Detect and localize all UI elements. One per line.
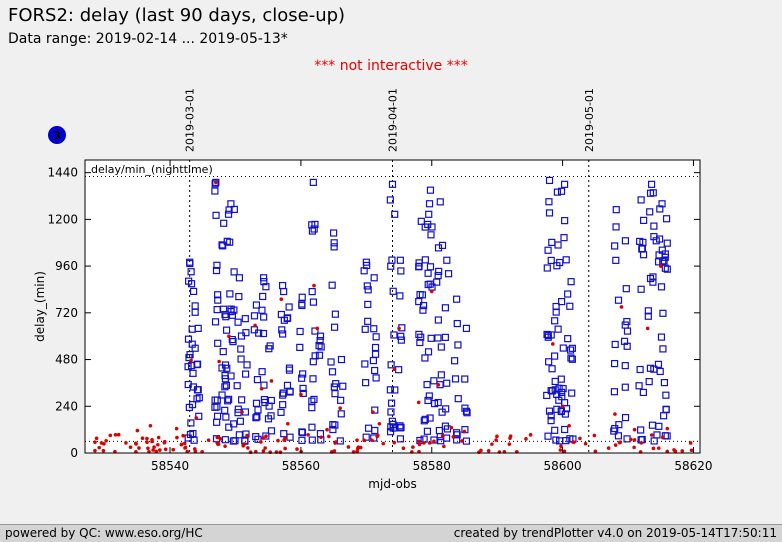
plot-number: 3 [53, 129, 61, 142]
x-tick-label: 58560 [282, 459, 320, 473]
footer-created-by: created by trendPlotter v4.0 on 2019-05-… [453, 526, 777, 540]
y-tick-label: 240 [55, 399, 78, 413]
blue-squares-series [184, 176, 671, 445]
month-label: 2019-05-01 [583, 88, 596, 152]
y-tick-label: 720 [55, 306, 78, 320]
page-title: FORS2: delay (last 90 days, close-up) [8, 5, 346, 26]
footer-bar: powered by QC: www.eso.org/HC created by… [0, 524, 782, 542]
y-tick-label: 1200 [47, 212, 78, 226]
y-tick-label: 480 [55, 353, 78, 367]
x-tick-label: 58620 [674, 459, 712, 473]
y-axis-title: delay_(min) [33, 271, 47, 342]
month-label: 2019-03-01 [184, 88, 197, 152]
x-axis-title: mjd-obs [368, 477, 416, 491]
y-tick-label: 1440 [47, 166, 78, 180]
not-interactive-note: *** not interactive *** [314, 58, 468, 74]
chart-svg: 2019-03-01 2019-04-01 2019-05-01 58540 58560… [33, 88, 713, 491]
month-label: 2019-04-01 [387, 88, 400, 152]
y-tick-label: 960 [55, 259, 78, 273]
x-tick-label: 58600 [544, 459, 582, 473]
data-range-subtitle: Data range: 2019-02-14 ... 2019-05-13* [8, 31, 288, 47]
plot-number-badge [48, 126, 66, 144]
x-tick-label: 58580 [413, 459, 451, 473]
red-dots-series [93, 180, 694, 455]
legend-label: delay/min_(nighttime) [91, 163, 213, 176]
footer-powered-by: powered by QC: www.eso.org/HC [5, 526, 203, 540]
y-tick-label: 0 [70, 446, 78, 460]
x-tick-label: 58540 [151, 459, 189, 473]
plot-border [84, 159, 701, 454]
